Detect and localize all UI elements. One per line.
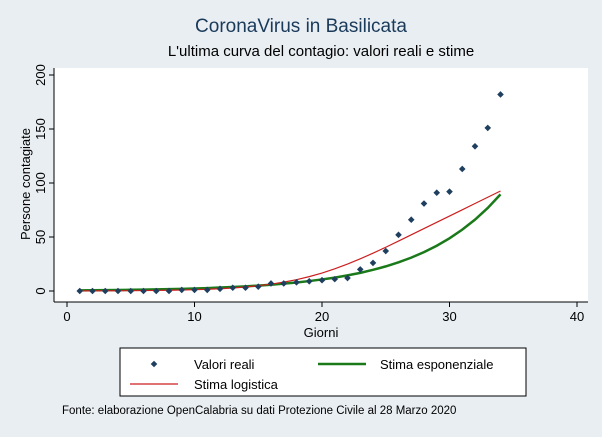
x-axis-label: Giorni [304, 325, 339, 340]
data-point [165, 287, 173, 295]
data-point [407, 216, 415, 224]
legend-key-valori-reali [150, 360, 158, 368]
data-point [280, 280, 288, 287]
x-tick-label: 0 [63, 309, 70, 324]
data-point [331, 275, 339, 283]
data-point [497, 91, 504, 98]
plot-area [54, 68, 588, 302]
series-line-stima-esponenziale [79, 193, 502, 292]
data-point [254, 283, 262, 290]
y-axis-label: Persone contagiate [18, 128, 33, 240]
legend-marker-icon [150, 360, 158, 368]
data-point [356, 266, 364, 273]
data-point [127, 287, 135, 295]
source-note: Fonte: elaborazione OpenCalabria su dati… [62, 405, 456, 417]
data-point [89, 287, 96, 295]
data-point [242, 284, 249, 292]
x-axis-ticks: 0 10 20 30 40 [63, 302, 584, 324]
data-point [191, 286, 198, 294]
data-point [229, 284, 237, 292]
y-tick-label: 150 [33, 118, 48, 140]
data-point [203, 286, 211, 294]
data-point [318, 276, 326, 284]
x-tick-label: 30 [442, 309, 456, 324]
data-point [433, 189, 441, 197]
x-tick-label: 20 [315, 309, 329, 324]
legend: Valori reali Stima esponenziale Stima lo… [119, 347, 527, 397]
chart-subtitle: L'ultima curva del contagio: valori real… [168, 43, 474, 60]
data-point [420, 200, 428, 207]
legend-label-stima-esponenziale: Stima esponenziale [380, 357, 493, 372]
y-axis-ticks: 0 50 100 150 200 [33, 64, 54, 295]
data-point [293, 279, 300, 286]
series-layer [76, 91, 504, 295]
y-tick-label: 0 [33, 287, 48, 294]
x-tick-label: 10 [187, 309, 201, 324]
data-point [395, 231, 402, 239]
data-point [458, 165, 466, 173]
data-point [76, 287, 84, 295]
data-point [267, 280, 275, 287]
data-point [305, 277, 313, 285]
data-point [446, 188, 453, 195]
y-tick-label: 200 [33, 64, 48, 86]
data-point [369, 259, 377, 267]
data-point [484, 124, 492, 132]
data-point [216, 285, 224, 293]
legend-box [119, 347, 527, 397]
data-point [382, 247, 390, 255]
data-point [178, 286, 186, 294]
y-tick-label: 100 [33, 172, 48, 194]
data-point [152, 287, 160, 295]
data-point [114, 287, 122, 295]
data-point [140, 287, 147, 295]
x-tick-label: 40 [570, 309, 584, 324]
legend-label-stima-logistica: Stima logistica [194, 377, 279, 392]
legend-label-valori-reali: Valori reali [194, 357, 255, 372]
data-point [344, 274, 351, 282]
series-line-stima-logistica [79, 190, 501, 292]
data-point [471, 142, 479, 150]
data-point [101, 287, 109, 295]
y-tick-label: 50 [33, 230, 48, 244]
chart-title: CoronaVirus in Basilicata [195, 16, 407, 37]
